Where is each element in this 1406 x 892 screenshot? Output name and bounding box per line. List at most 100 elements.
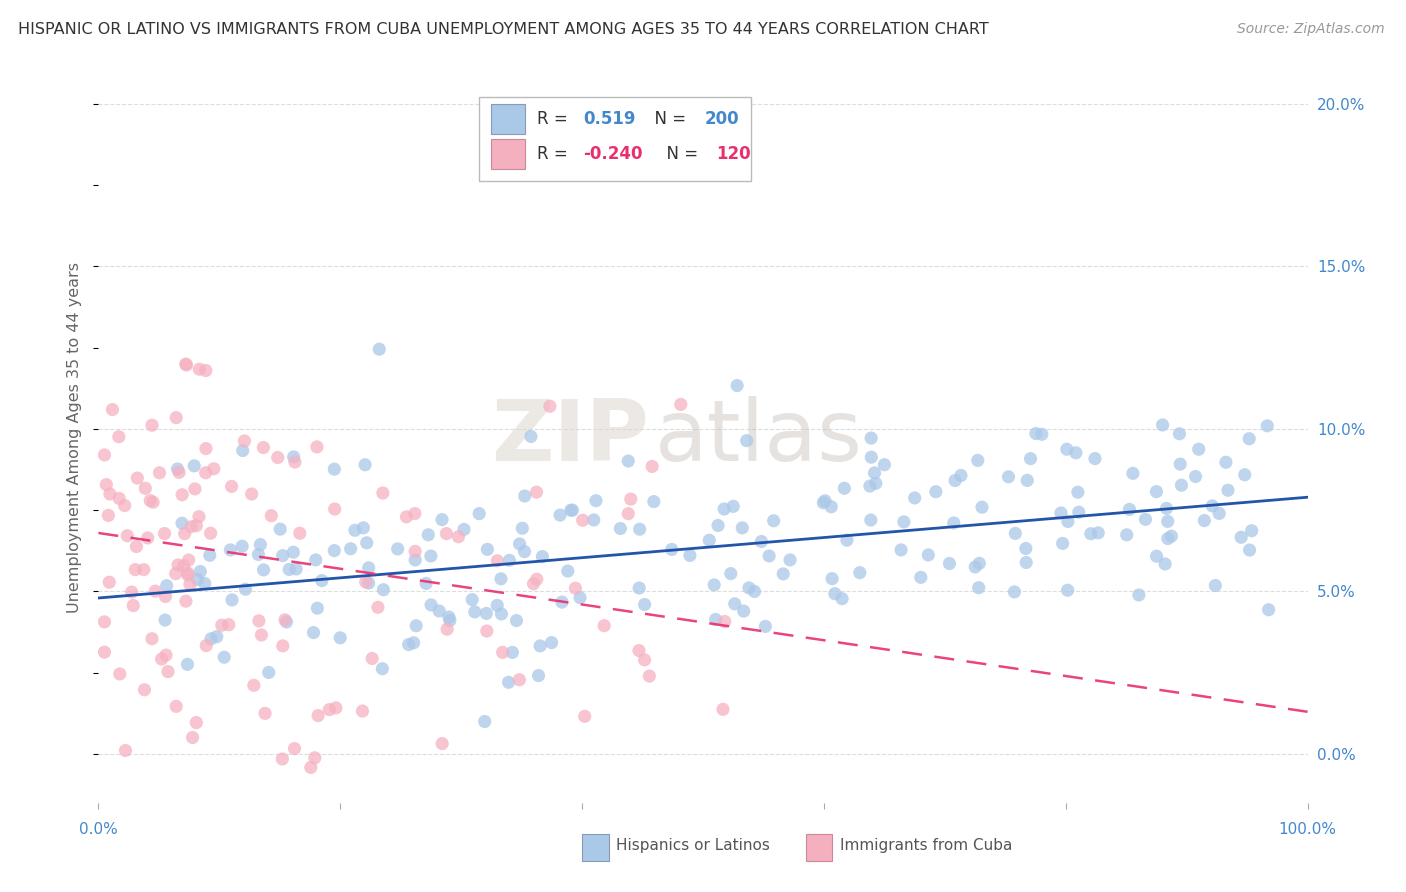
Point xyxy=(489,572,512,586)
Point xyxy=(942,516,965,530)
Point xyxy=(284,455,307,469)
Point xyxy=(352,521,374,535)
Text: 0.0%: 0.0% xyxy=(79,822,118,838)
Point xyxy=(371,662,394,676)
Point xyxy=(1160,529,1182,543)
Point xyxy=(243,678,266,692)
Point xyxy=(628,522,651,536)
Point xyxy=(1067,485,1090,500)
Point xyxy=(405,619,427,633)
Point xyxy=(1084,451,1107,466)
Point xyxy=(373,582,395,597)
Point xyxy=(247,614,270,628)
Text: Source: ZipAtlas.com: Source: ZipAtlas.com xyxy=(1237,22,1385,37)
Text: N =: N = xyxy=(644,110,692,128)
Point xyxy=(269,522,291,536)
Point xyxy=(179,577,201,591)
Point xyxy=(124,563,146,577)
Point xyxy=(486,599,509,613)
Point xyxy=(669,397,692,411)
Point xyxy=(731,521,754,535)
Point xyxy=(202,462,225,476)
Point xyxy=(176,657,198,672)
Point xyxy=(1004,526,1026,541)
Point xyxy=(814,493,837,508)
Point xyxy=(529,639,551,653)
Point xyxy=(271,752,294,766)
Point xyxy=(551,595,574,609)
Point xyxy=(779,553,801,567)
Point xyxy=(486,554,509,568)
Point xyxy=(738,581,761,595)
Point xyxy=(464,605,486,619)
Point xyxy=(1233,467,1256,482)
Point xyxy=(1128,588,1150,602)
Point xyxy=(703,578,725,592)
Point xyxy=(415,576,437,591)
Point xyxy=(155,590,177,604)
Point xyxy=(166,462,188,476)
Point xyxy=(165,566,187,581)
Bar xyxy=(806,833,832,862)
Point xyxy=(997,470,1019,484)
Point xyxy=(1240,524,1263,538)
Point xyxy=(967,581,990,595)
Point xyxy=(173,526,195,541)
Point xyxy=(475,624,498,638)
Point xyxy=(302,625,325,640)
Point xyxy=(679,549,702,563)
Point xyxy=(447,530,470,544)
Point xyxy=(943,474,966,488)
Point xyxy=(724,597,747,611)
Point xyxy=(419,549,441,563)
Point xyxy=(98,575,121,590)
Point xyxy=(354,574,377,589)
Point xyxy=(1135,512,1157,526)
Text: ZIP: ZIP xyxy=(491,395,648,479)
Point xyxy=(368,342,391,356)
Point xyxy=(402,636,425,650)
Point xyxy=(617,454,640,468)
Point xyxy=(513,544,536,558)
Point xyxy=(174,594,197,608)
Point xyxy=(427,604,450,618)
Point xyxy=(1050,506,1073,520)
Point xyxy=(177,566,200,580)
Point xyxy=(1239,543,1261,558)
Point xyxy=(965,560,987,574)
Point xyxy=(195,639,218,653)
Point xyxy=(122,599,145,613)
Point xyxy=(1230,530,1253,544)
Point xyxy=(1168,426,1191,441)
Point xyxy=(108,667,131,681)
Point xyxy=(304,751,326,765)
Point xyxy=(205,630,228,644)
Point xyxy=(890,542,912,557)
Y-axis label: Unemployment Among Ages 35 to 44 years: Unemployment Among Ages 35 to 44 years xyxy=(67,261,83,613)
Point xyxy=(299,760,322,774)
Point xyxy=(93,645,115,659)
Point xyxy=(200,526,222,541)
Point xyxy=(904,491,927,505)
Point xyxy=(180,519,202,533)
Point xyxy=(859,513,882,527)
Point xyxy=(860,431,883,445)
Point xyxy=(136,531,159,545)
Point xyxy=(141,632,163,646)
FancyBboxPatch shape xyxy=(479,97,751,181)
Point xyxy=(526,485,548,500)
Point xyxy=(1080,526,1102,541)
Point xyxy=(150,652,173,666)
Point xyxy=(132,563,155,577)
Point xyxy=(1122,467,1144,481)
Point xyxy=(367,600,389,615)
Point xyxy=(474,714,496,729)
Point xyxy=(153,613,176,627)
Text: 120: 120 xyxy=(716,145,751,163)
Point xyxy=(1146,549,1168,564)
Point xyxy=(343,523,366,537)
Point xyxy=(165,699,187,714)
Point xyxy=(361,651,384,665)
Point xyxy=(813,496,835,510)
Point xyxy=(176,567,198,582)
